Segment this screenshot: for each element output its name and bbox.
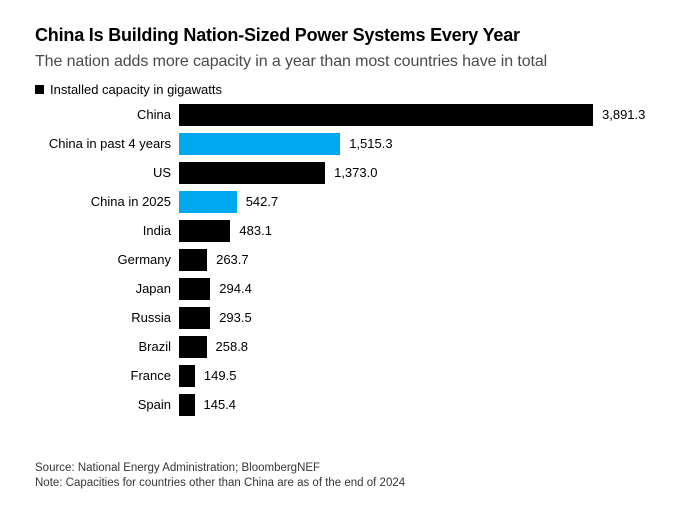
bar-row: India 483.1 — [35, 216, 670, 245]
category-label: Russia — [131, 310, 171, 325]
category-label: Germany — [117, 252, 171, 267]
category-label: China in past 4 years — [48, 136, 171, 151]
bar-row: Japan 294.4 — [35, 274, 670, 303]
category-label: France — [130, 368, 171, 383]
value-label: 3,891.3 — [602, 107, 646, 122]
value-label: 1,515.3 — [349, 136, 393, 151]
legend-label: Installed capacity in gigawatts — [50, 82, 222, 97]
category-label: India — [142, 223, 171, 238]
source-note: Source: National Energy Administration; … — [35, 462, 321, 474]
value-label: 542.7 — [245, 194, 279, 209]
legend-swatch-icon — [35, 85, 44, 94]
bar-row: Germany 263.7 — [35, 245, 670, 274]
value-label: 258.8 — [215, 339, 249, 354]
value-label: 145.4 — [203, 397, 237, 412]
bar-row: China in past 4 years 1,515.3 — [35, 129, 670, 158]
category-label: US — [152, 165, 171, 180]
bar-row: Russia 293.5 — [35, 303, 670, 332]
bar — [179, 335, 207, 358]
bar-row: Spain 145.4 — [35, 390, 670, 419]
bar-row: US 1,373.0 — [35, 158, 670, 187]
value-label: 263.7 — [216, 252, 249, 267]
bar-row: France 149.5 — [35, 361, 670, 390]
bar-row: China 3,891.3 — [35, 100, 670, 129]
bar — [179, 248, 208, 271]
bar — [179, 393, 195, 416]
value-label: 149.5 — [203, 368, 237, 383]
bar — [179, 161, 326, 184]
bar-chart: China 3,891.3 China in past 4 years 1,51… — [35, 100, 670, 419]
value-label: 293.5 — [219, 310, 252, 325]
legend: Installed capacity in gigawatts — [35, 82, 670, 97]
value-label: 1,373.0 — [334, 165, 378, 180]
category-label: China — [137, 107, 171, 122]
bar — [179, 277, 211, 300]
bar-row: China in 2025 542.7 — [35, 187, 670, 216]
bar — [179, 219, 231, 242]
bar — [179, 132, 341, 155]
methodology-note: Note: Capacities for countries other tha… — [35, 477, 406, 489]
bar — [179, 306, 211, 329]
category-label: Spain — [137, 397, 171, 412]
bar-row: Brazil 258.8 — [35, 332, 670, 361]
category-label: Japan — [135, 281, 171, 296]
chart-subtitle: The nation adds more capacity in a year … — [35, 53, 548, 70]
category-label: China in 2025 — [90, 194, 171, 209]
value-label: 294.4 — [219, 281, 252, 296]
footer: Source: National Energy Administration; … — [35, 461, 670, 491]
category-label: Brazil — [138, 339, 171, 354]
bar — [179, 190, 237, 213]
bar — [179, 103, 593, 126]
bar — [179, 364, 195, 387]
value-label: 483.1 — [239, 223, 272, 238]
chart-title: China Is Building Nation-Sized Power Sys… — [35, 25, 520, 45]
